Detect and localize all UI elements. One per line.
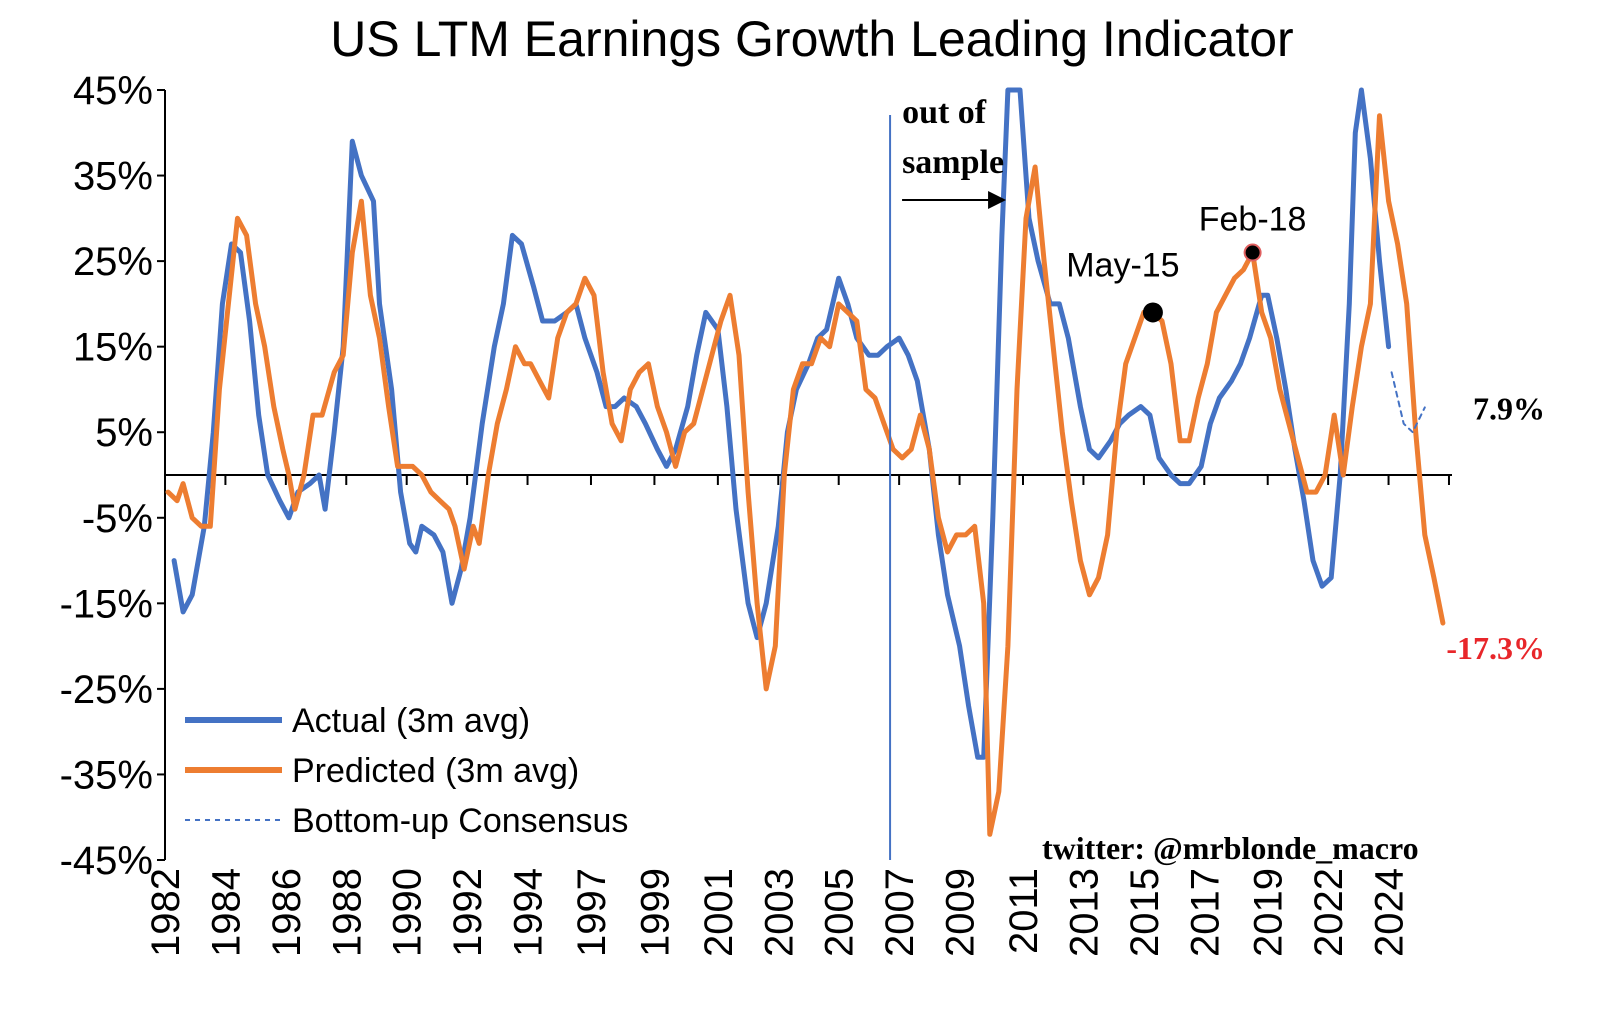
x-tick-label: 2017 (1183, 868, 1227, 957)
may-15-label: May-15 (1066, 246, 1179, 284)
y-tick-label: 25% (73, 240, 153, 284)
x-tick-label: 2007 (878, 868, 922, 957)
out-of-sample-arrowhead (988, 191, 1007, 209)
x-tick-label: 2011 (1002, 868, 1046, 954)
x-tick-label: 1999 (633, 868, 677, 957)
y-tick-label: -25% (60, 668, 153, 712)
x-tick-label: 1986 (265, 868, 309, 957)
legend-label-1: Actual (3m avg) (292, 702, 530, 740)
y-tick-label: 35% (73, 155, 153, 199)
x-tick-label: 2022 (1307, 868, 1351, 957)
x-tick-label: 2001 (697, 868, 741, 957)
legend-label-2: Predicted (3m avg) (292, 752, 579, 790)
x-tick-label: 1992 (446, 868, 490, 957)
x-tick-label: 2005 (818, 868, 862, 957)
feb-18-marker (1243, 243, 1262, 262)
legend-label-3: Bottom-up Consensus (292, 802, 628, 840)
y-tick-label: 15% (73, 326, 153, 370)
feb-18-label: Feb-18 (1199, 201, 1307, 239)
may-15-marker (1142, 302, 1163, 323)
consensus-end-label: 7.9% (1473, 390, 1545, 426)
y-tick-label: -35% (60, 753, 153, 797)
chart-title: US LTM Earnings Growth Leading Indicator (330, 11, 1293, 67)
x-tick-label: 2003 (757, 868, 801, 957)
x-tick-label: 1984 (204, 868, 248, 957)
series-line-3 (1390, 371, 1426, 434)
y-tick-label: -5% (82, 497, 153, 541)
series-line-2 (165, 113, 1446, 837)
annotations: out of sample May-15 Feb-18 7.9% -17.3% (889, 94, 1545, 860)
x-tick-label: 2015 (1123, 868, 1167, 957)
x-tick-label: 2019 (1247, 868, 1291, 957)
out-of-sample-label: sample (902, 144, 1004, 181)
x-tick-label: 2013 (1062, 868, 1106, 957)
credit-text: twitter: @mrblonde_macro (1042, 830, 1419, 866)
x-tick-label: 1997 (570, 868, 614, 957)
x-tick-label: 2009 (939, 868, 983, 957)
out-of-sample-label: out of (902, 94, 987, 131)
y-tick-label: -15% (60, 582, 153, 626)
x-tick-label: 2024 (1368, 868, 1412, 957)
x-tick-label: 1982 (144, 868, 188, 957)
x-tick-label: 1988 (325, 868, 369, 957)
axes: 45% 35% 25% 15% 5% -5% -15% -25% -35% -45%1982 198… (60, 69, 1452, 957)
x-tick-label: 1994 (507, 868, 551, 957)
predicted-end-label: -17.3% (1446, 630, 1545, 666)
series-layer (165, 87, 1446, 837)
y-tick-label: -45% (60, 839, 153, 883)
series-line-1 (171, 87, 1392, 760)
legend: Actual (3m avg) Predicted (3m avg) Bottom-… (185, 702, 628, 840)
y-tick-label: 5% (95, 411, 153, 455)
y-tick-label: 45% (73, 69, 153, 113)
x-tick-label: 1990 (386, 868, 430, 957)
